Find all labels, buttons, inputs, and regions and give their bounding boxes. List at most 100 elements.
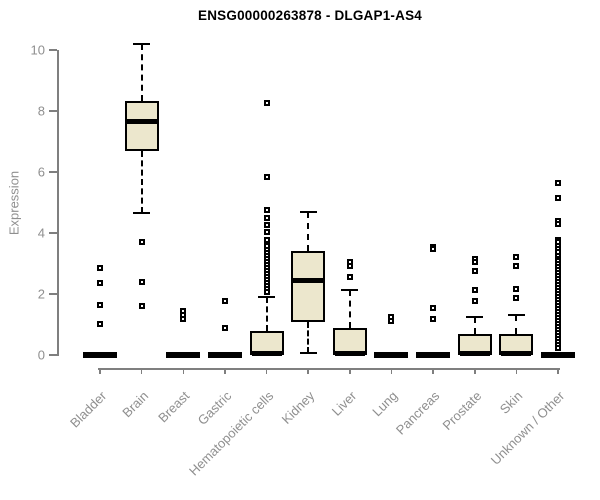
- box-bladder-collapsed: [83, 352, 117, 358]
- box-kidney-upper-cap: [299, 210, 317, 213]
- x-tick: [390, 368, 393, 374]
- outlier-point: [221, 298, 228, 304]
- outlier-point: [430, 316, 437, 322]
- box-brain-median: [126, 118, 157, 124]
- outlier-point: [97, 265, 103, 272]
- outlier-point: [263, 173, 270, 180]
- outlier-point: [221, 324, 228, 331]
- x-axis-line: [98, 368, 561, 370]
- box-prostate-upper-whisker: [473, 316, 476, 334]
- box-brain-upper-whisker: [140, 43, 143, 101]
- x-tick: [99, 368, 101, 374]
- outlier-point: [138, 279, 145, 286]
- outlier-point: [430, 245, 437, 252]
- x-tick-label-brain: Brain: [118, 388, 151, 421]
- outlier-point: [263, 237, 270, 243]
- box-gastric-collapsed: [207, 352, 242, 358]
- outlier-point: [513, 294, 520, 301]
- outlier-point: [138, 239, 145, 246]
- x-tick: [140, 368, 143, 374]
- y-tick-label: 6: [37, 164, 45, 180]
- x-tick: [349, 368, 351, 374]
- outlier-point: [555, 194, 562, 201]
- box-brain-lower-cap: [133, 211, 151, 214]
- x-tick: [557, 368, 559, 374]
- y-tick-label: 10: [30, 42, 45, 58]
- outlier-point: [263, 229, 270, 236]
- y-tick-label: 0: [37, 347, 45, 363]
- outlier-point: [513, 262, 520, 269]
- outlier-point: [471, 298, 478, 304]
- outlier-point: [346, 273, 353, 280]
- outlier-point: [555, 220, 562, 227]
- outlier-point: [471, 258, 478, 265]
- box-prostate-median: [459, 350, 490, 356]
- outlier-point: [346, 262, 353, 269]
- box-hematopoietic-cells-median: [251, 350, 282, 356]
- box-skin-median: [501, 350, 532, 356]
- box-lung-collapsed: [374, 352, 409, 358]
- y-tick: [49, 171, 57, 173]
- box-unknown-other-collapsed: [541, 352, 576, 358]
- outlier-point: [263, 222, 270, 229]
- box-kidney-median: [293, 278, 324, 284]
- outlier-point: [138, 302, 145, 309]
- outlier-point: [263, 288, 270, 295]
- x-tick-label-gastric: Gastric: [194, 388, 235, 428]
- x-tick-label-bladder: Bladder: [67, 388, 110, 431]
- outlier-point: [97, 320, 103, 327]
- outlier-point: [513, 286, 520, 293]
- outlier-point: [555, 179, 562, 186]
- outlier-point: [513, 254, 520, 261]
- y-axis-line: [57, 50, 59, 356]
- x-tick-label-breast: Breast: [155, 388, 193, 426]
- x-tick: [182, 368, 185, 374]
- box-liver-upper-cap: [341, 289, 359, 292]
- box-liver-median: [334, 350, 365, 356]
- box-brain: [124, 100, 159, 151]
- x-tick: [474, 368, 476, 374]
- outlier-point: [555, 344, 562, 351]
- x-tick-label-kidney: Kidney: [278, 388, 318, 427]
- box-kidney-upper-whisker: [307, 211, 310, 251]
- box-kidney-lower-whisker: [307, 322, 310, 353]
- box-breast-collapsed: [166, 352, 201, 358]
- outlier-point: [471, 287, 478, 294]
- box-hematopoietic-cells-upper-whisker: [265, 297, 268, 331]
- box-brain-upper-cap: [133, 42, 151, 45]
- outlier-point: [388, 318, 395, 325]
- box-skin-upper-cap: [507, 314, 525, 317]
- outlier-point: [97, 280, 103, 287]
- outlier-point: [180, 316, 187, 322]
- y-tick-label: 2: [37, 286, 45, 302]
- x-tick: [432, 368, 434, 374]
- box-kidney-lower-cap: [299, 351, 317, 354]
- chart-title: ENSG00000263878 - DLGAP1-AS4: [198, 8, 422, 23]
- y-tick-label: 8: [37, 103, 45, 119]
- x-tick-label-lung: Lung: [369, 388, 401, 420]
- y-tick: [49, 354, 57, 356]
- x-tick: [515, 368, 518, 374]
- x-tick: [307, 368, 309, 374]
- y-tick: [49, 232, 57, 234]
- x-tick: [224, 368, 226, 374]
- outlier-point: [97, 301, 103, 308]
- y-tick: [49, 110, 57, 112]
- x-tick-label-liver: Liver: [328, 388, 360, 419]
- outlier-point: [263, 215, 270, 222]
- x-tick-label-prostate: Prostate: [439, 388, 485, 434]
- y-tick: [49, 293, 57, 295]
- y-tick-label: 4: [37, 225, 45, 241]
- x-tick-label-unknown-other: Unknown / Other: [487, 388, 568, 468]
- box-prostate-upper-cap: [466, 315, 484, 318]
- x-tick-label-pancreas: Pancreas: [392, 388, 443, 438]
- y-tick: [49, 49, 57, 51]
- box-hematopoietic-cells-upper-cap: [258, 296, 276, 299]
- box-kidney: [291, 250, 326, 323]
- outlier-point: [263, 207, 270, 214]
- outlier-point: [263, 100, 270, 107]
- box-pancreas-collapsed: [416, 352, 451, 358]
- x-tick-label-skin: Skin: [497, 388, 526, 417]
- box-skin-upper-whisker: [515, 315, 518, 334]
